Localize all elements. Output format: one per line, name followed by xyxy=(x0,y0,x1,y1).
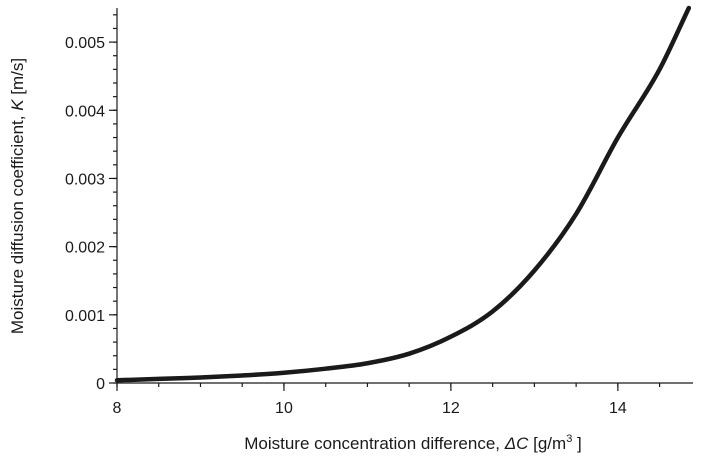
x-tick-label: 14 xyxy=(609,400,627,417)
axes: 0 0.001 0.002 0.003 0.004 0.005 8 10 12 14 xyxy=(65,8,693,417)
y-tick-label: 0 xyxy=(96,376,105,393)
y-tick-label: 0.005 xyxy=(65,35,105,52)
series xyxy=(114,5,692,383)
x-axis-title: Moisture concentration difference, ΔC [g… xyxy=(244,433,582,453)
y-axis-title: Moisture diffusion coefficient, K [m/s] xyxy=(8,58,27,334)
x-tick-label: 12 xyxy=(442,400,460,417)
y-tick-label: 0.001 xyxy=(65,308,105,325)
y-tick-label: 0.002 xyxy=(65,240,105,257)
y-ticks: 0 0.001 0.002 0.003 0.004 0.005 xyxy=(65,14,117,393)
y-tick-label: 0.003 xyxy=(65,171,105,188)
x-ticks: 8 10 12 14 xyxy=(113,383,661,417)
x-tick-label: 8 xyxy=(113,400,122,417)
data-curve xyxy=(114,5,692,383)
y-tick-label: 0.004 xyxy=(65,103,105,120)
x-tick-label: 10 xyxy=(275,400,293,417)
